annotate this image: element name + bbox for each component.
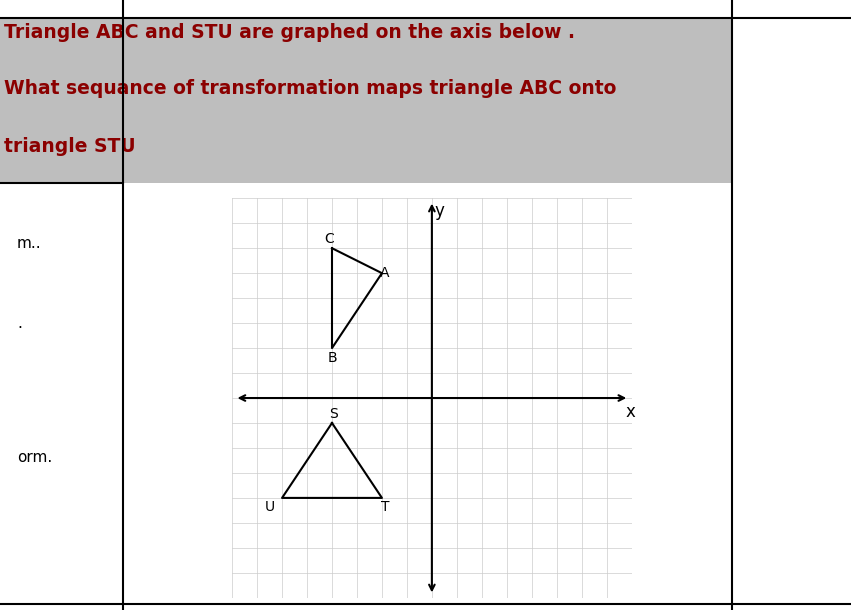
Text: A: A — [380, 266, 389, 280]
Text: .: . — [17, 316, 22, 331]
Text: B: B — [327, 351, 337, 365]
Text: x: x — [625, 403, 636, 421]
Text: m..: m.. — [17, 237, 42, 251]
Text: triangle STU: triangle STU — [3, 137, 135, 156]
Text: orm.: orm. — [17, 450, 52, 465]
Text: C: C — [324, 232, 334, 246]
Text: Triangle ABC and STU are graphed on the axis below .: Triangle ABC and STU are graphed on the … — [3, 23, 574, 42]
Text: T: T — [381, 500, 390, 514]
Text: y: y — [435, 202, 444, 220]
FancyBboxPatch shape — [0, 18, 732, 183]
Text: What sequance of transformation maps triangle ABC onto: What sequance of transformation maps tri… — [3, 79, 616, 98]
Text: U: U — [265, 500, 275, 514]
Text: S: S — [328, 407, 338, 422]
